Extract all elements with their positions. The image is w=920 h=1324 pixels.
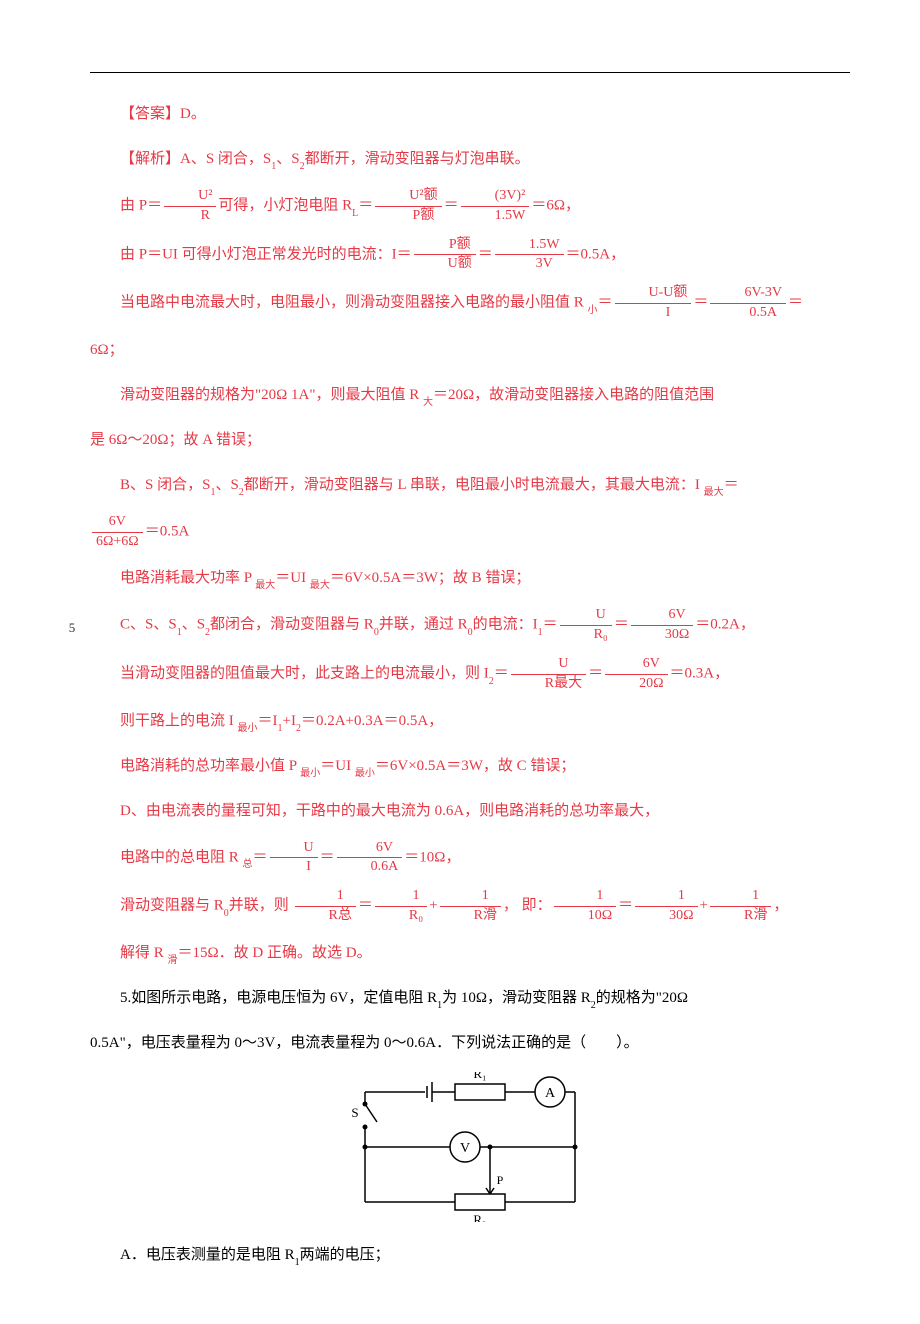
analysis-line-13: 当滑动变阻器的阻值最大时，此支路上的电流最小，则 I2＝UR最大＝6V20Ω＝0… bbox=[90, 656, 850, 693]
svg-text:R₁: R₁ bbox=[473, 1072, 486, 1081]
question-5-line-2: 0.5A"，电压表量程为 0～3V，电流表量程为 0～0.6A．下列说法正确的是… bbox=[90, 1027, 850, 1060]
circuit-diagram: R₁ A S R₂ P V bbox=[90, 1072, 850, 1227]
option-a: A．电压表测量的是电阻 R1两端的电压； bbox=[90, 1239, 850, 1272]
analysis-line-2: 【解析】A、S 闭合，S1、S2都断开，滑动变阻器与灯泡串联。 bbox=[90, 143, 850, 176]
analysis-line-19: 解得 R 滑＝15Ω．故 D 正确。故选 D。 bbox=[90, 937, 850, 970]
analysis-line-8: 是 6Ω～20Ω；故 A 错误； bbox=[90, 424, 850, 457]
analysis-line-9: B、S 闭合，S1、S2都断开，滑动变阻器与 L 串联，电阻最小时电流最大，其最… bbox=[90, 469, 850, 502]
analysis-line-15: 电路消耗的总功率最小值 P 最小＝UI 最小＝6V×0.5A＝3W，故 C 错误… bbox=[90, 750, 850, 783]
analysis-line-14: 则干路上的电流 I 最小＝I1+I2＝0.2A+0.3A＝0.5A， bbox=[90, 705, 850, 738]
analysis-line-3: 由 P＝U²R可得，小灯泡电阻 RL＝U²额P额＝(3V)²1.5W＝6Ω， bbox=[90, 188, 850, 225]
question-5-line-1: 5.如图所示电路，电源电压恒为 6V，定值电阻 R1为 10Ω，滑动变阻器 R2… bbox=[90, 982, 850, 1015]
analysis-line-5: 当电路中电流最大时，电阻最小，则滑动变阻器接入电路的最小阻值 R 小＝U-U额I… bbox=[90, 285, 850, 322]
svg-text:A: A bbox=[545, 1086, 556, 1101]
analysis-line-4: 由 P＝UI 可得小灯泡正常发光时的电流：I＝P额U额＝1.5W3V＝0.5A， bbox=[90, 237, 850, 274]
svg-text:V: V bbox=[460, 1141, 470, 1156]
svg-text:R₂: R₂ bbox=[473, 1212, 486, 1222]
answer-line: 【答案】D。 bbox=[90, 98, 850, 131]
analysis-line-12: C、S、S1、S2都闭合，滑动变阻器与 R0并联，通过 R0的电流：I1＝UR₀… bbox=[90, 607, 850, 644]
analysis-line-6: 6Ω； bbox=[90, 334, 850, 367]
analysis-line-17: 电路中的总电阻 R 总＝UI＝6V0.6A＝10Ω， bbox=[90, 840, 850, 877]
analysis-line-11: 电路消耗最大功率 P 最大＝UI 最大＝6V×0.5A＝3W；故 B 错误； bbox=[90, 562, 850, 595]
analysis-line-18: 滑动变阻器与 R0并联，则 1R总＝1R₀+1R滑， 即：110Ω＝130Ω+1… bbox=[90, 888, 850, 925]
header-rule bbox=[90, 72, 850, 73]
svg-text:S: S bbox=[351, 1105, 358, 1120]
page-number: 5 bbox=[62, 620, 82, 636]
analysis-line-10: 6V6Ω+6Ω＝0.5A bbox=[90, 514, 850, 551]
analysis-line-7: 滑动变阻器的规格为"20Ω 1A"，则最大阻值 R 大＝20Ω，故滑动变阻器接入… bbox=[90, 379, 850, 412]
analysis-line-16: D、由电流表的量程可知，干路中的最大电流为 0.6A，则电路消耗的总功率最大， bbox=[90, 795, 850, 828]
svg-text:P: P bbox=[497, 1173, 504, 1187]
